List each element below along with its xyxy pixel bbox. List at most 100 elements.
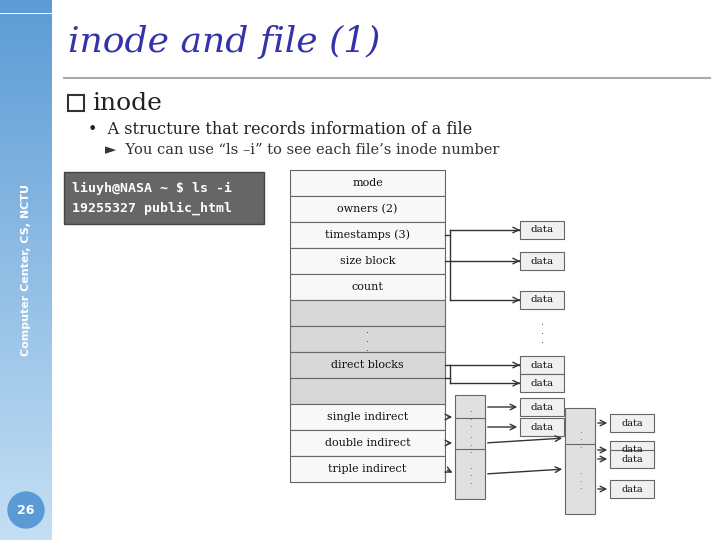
Bar [0, 105, 52, 108]
Bar [0, 89, 52, 92]
Bar [0, 475, 52, 478]
Bar [0, 440, 52, 443]
Bar [0, 389, 52, 392]
Bar [0, 286, 52, 289]
Bar [0, 354, 52, 356]
Text: data: data [531, 379, 554, 388]
Bar [0, 262, 52, 265]
Bar [0, 211, 52, 213]
Bar [0, 294, 52, 297]
Bar [0, 351, 52, 354]
Bar [0, 248, 52, 251]
Bar [455, 418, 485, 468]
Bar [0, 138, 52, 140]
Bar [0, 370, 52, 373]
Bar [0, 491, 52, 494]
Bar [0, 197, 52, 200]
Bar [290, 170, 445, 196]
Bar [0, 521, 52, 524]
Bar [520, 252, 564, 270]
Bar [0, 332, 52, 335]
Bar [0, 5, 52, 8]
Bar [0, 162, 52, 165]
Bar [0, 397, 52, 400]
Bar [0, 335, 52, 338]
Text: data: data [531, 295, 554, 305]
Bar [0, 424, 52, 427]
Bar [0, 35, 52, 38]
Bar [0, 116, 52, 119]
Bar [0, 302, 52, 305]
Text: Computer Center, CS, NCTU: Computer Center, CS, NCTU [21, 184, 31, 356]
Bar [610, 480, 654, 498]
Bar [0, 51, 52, 54]
Text: mode: mode [352, 178, 383, 188]
Text: •  A structure that records information of a file: • A structure that records information o… [88, 122, 472, 138]
Bar [0, 405, 52, 408]
Bar [0, 435, 52, 437]
Bar [0, 446, 52, 448]
Bar [0, 343, 52, 346]
Text: size block: size block [340, 256, 395, 266]
Bar [0, 381, 52, 383]
Bar [0, 65, 52, 68]
Bar [0, 243, 52, 246]
Bar [520, 221, 564, 239]
Bar [0, 111, 52, 113]
Text: .
.
.: . . . [541, 317, 544, 346]
Bar [0, 165, 52, 167]
Bar [0, 443, 52, 445]
Bar [0, 130, 52, 132]
Bar [0, 86, 52, 89]
Bar [0, 151, 52, 154]
Bar [0, 427, 52, 429]
Bar [0, 383, 52, 386]
Text: .
.
.: . . . [469, 405, 471, 429]
Bar [0, 364, 52, 367]
Bar [0, 14, 52, 16]
Bar [0, 508, 52, 510]
Bar [0, 378, 52, 381]
Bar [0, 230, 52, 232]
Bar [0, 232, 52, 235]
Bar [0, 189, 52, 192]
Bar [290, 352, 445, 378]
Bar [0, 200, 52, 202]
Text: double indirect: double indirect [325, 438, 410, 448]
Bar [0, 421, 52, 424]
Bar [0, 178, 52, 181]
Bar [0, 92, 52, 94]
Bar [0, 284, 52, 286]
Bar [0, 81, 52, 84]
Bar [0, 251, 52, 254]
Bar [0, 500, 52, 502]
Bar [0, 265, 52, 267]
Bar [610, 441, 654, 459]
Bar [0, 54, 52, 57]
Bar [0, 448, 52, 451]
Bar [0, 173, 52, 176]
Bar [0, 127, 52, 130]
Bar [0, 256, 52, 259]
Circle shape [8, 492, 44, 528]
Bar [0, 340, 52, 343]
Bar [0, 68, 52, 70]
Bar [0, 289, 52, 292]
Bar [0, 470, 52, 472]
Bar [0, 122, 52, 124]
Bar [0, 464, 52, 467]
Text: inode: inode [92, 91, 162, 114]
Bar [0, 43, 52, 46]
Bar [0, 505, 52, 508]
Bar [290, 274, 445, 300]
Bar [0, 316, 52, 319]
Bar [0, 273, 52, 275]
Bar [0, 148, 52, 151]
Bar [0, 221, 52, 224]
Bar [0, 386, 52, 389]
Bar [0, 454, 52, 456]
Bar [290, 248, 445, 274]
Bar [0, 402, 52, 405]
Bar [0, 413, 52, 416]
Bar [0, 456, 52, 459]
